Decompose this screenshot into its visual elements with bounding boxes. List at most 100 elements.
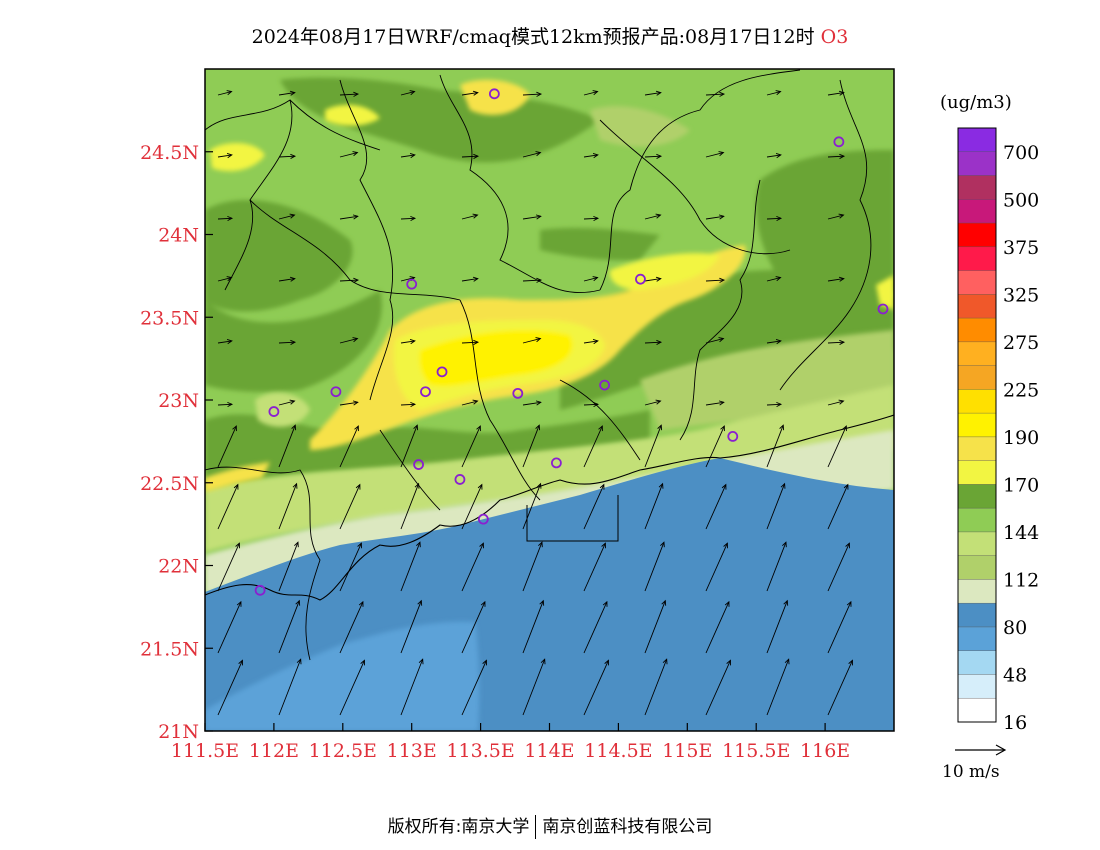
species-label: O3 (820, 26, 849, 48)
wind-arrow (339, 425, 359, 468)
boundary-line (289, 99, 381, 151)
wind-arrow (217, 401, 234, 408)
footer-separator (535, 815, 537, 839)
wind-arrow (400, 339, 416, 345)
legend-swatch (958, 698, 996, 723)
wind-arrow (827, 542, 850, 592)
legend-swatch (958, 199, 996, 224)
legend-swatch (958, 603, 996, 628)
wind-arrow (705, 337, 725, 344)
wind-arrow (278, 213, 296, 220)
legend-label: 275 (1003, 332, 1039, 354)
wind-arrow (339, 400, 359, 406)
wind-arrow (705, 214, 725, 220)
legend-label: 144 (1003, 522, 1039, 544)
copyright-footer: 版权所有:南京大学 南京创蓝科技有限公司 (0, 812, 1100, 839)
boundary-line (679, 179, 761, 441)
boundary-line (559, 379, 641, 461)
wind-arrow (461, 276, 479, 282)
wind-arrow (400, 215, 417, 222)
station-marker (550, 457, 562, 469)
wind-arrow (278, 153, 297, 159)
wind-arrow (644, 541, 665, 592)
wind-arrow (583, 483, 605, 530)
station-marker (254, 584, 266, 596)
wind-arrow (705, 91, 726, 97)
wind-arrow (217, 425, 237, 468)
wind-arrow (400, 153, 416, 159)
wind-arrow (339, 151, 359, 158)
legend-label: 225 (1003, 379, 1039, 401)
wind-arrow (522, 214, 542, 220)
wind-arrow (644, 339, 663, 345)
wind-arrow (583, 425, 603, 468)
wind-arrow (217, 153, 233, 159)
wind-arrow (339, 91, 360, 97)
boundary-line (459, 299, 541, 501)
boundary-line (439, 74, 601, 294)
wind-arrow (217, 90, 233, 96)
wind-arrow (522, 277, 543, 283)
wind-arrow (461, 213, 479, 220)
station-marker (877, 303, 889, 315)
boundary-line (379, 429, 441, 511)
wind-arrow (217, 276, 233, 282)
wind-arrow (400, 424, 419, 468)
map-axes: 111.5E 112E 112.5E 113E 113.5E 114E 114.5E 115E… (140, 142, 850, 762)
lon-tick-label: 112.5E (309, 740, 377, 762)
wind-arrow (705, 277, 726, 283)
wind-arrow (583, 90, 599, 96)
station-marker (833, 136, 845, 148)
wind-arrow (278, 541, 299, 592)
wind-arrow (583, 153, 599, 159)
copyright-company: 南京创蓝科技有限公司 (542, 817, 713, 837)
copyright-owner: 版权所有:南京大学 (387, 817, 530, 837)
lat-tick-label: 24N (158, 225, 199, 247)
lat-tick-label: 24.5N (140, 142, 199, 164)
legend-swatch (958, 626, 996, 652)
wind-arrow (522, 400, 542, 406)
wind-arrow (766, 541, 787, 592)
station-marker (727, 431, 739, 442)
lon-tick-label: 115E (662, 740, 712, 762)
wind-arrow (644, 276, 662, 282)
legend-swatch (958, 318, 996, 343)
wind-arrow (461, 90, 479, 96)
legend-label: 190 (1003, 427, 1039, 449)
wind-arrow (461, 153, 480, 159)
legend-swatch (958, 389, 996, 414)
title-text: 2024年08月17日WRF/cmaq模式12km预报产品:08月17日12时 (251, 26, 815, 48)
wind-arrow (278, 658, 302, 716)
wind-scale-label: 10 m/s (942, 762, 1000, 782)
wind-arrow (217, 659, 243, 716)
coastline (205, 414, 894, 601)
legend-label: 170 (1003, 474, 1039, 496)
wind-arrow (766, 482, 786, 530)
wind-arrow (766, 153, 782, 159)
legend-label: 375 (1003, 237, 1039, 259)
wind-arrow (339, 659, 365, 716)
wind-arrow (705, 400, 725, 406)
wind-arrow (705, 659, 731, 716)
wind-arrow (766, 90, 782, 96)
legend-swatch (958, 413, 996, 438)
color-legend: 700 500 375 325 275 225 190 170 144 112 80 48 16 (957, 127, 1039, 734)
wind-arrow (644, 424, 663, 468)
wind-arrow (644, 153, 663, 159)
wind-arrow (400, 401, 417, 408)
wind-arrow (705, 542, 728, 592)
wind-arrow (644, 599, 667, 654)
legend-swatch (958, 246, 996, 272)
legend-swatch (958, 223, 996, 248)
lat-tick-label: 22N (158, 556, 199, 578)
lon-tick-label: 112E (249, 740, 299, 762)
wind-arrow (644, 482, 664, 530)
wind-arrow (400, 658, 424, 716)
boundary-line (779, 79, 872, 391)
wind-arrow (217, 483, 239, 530)
wind-arrow (217, 339, 233, 345)
lon-tick-label: 114.5E (584, 740, 652, 762)
station-marker (454, 474, 466, 485)
wind-arrow (827, 399, 845, 406)
